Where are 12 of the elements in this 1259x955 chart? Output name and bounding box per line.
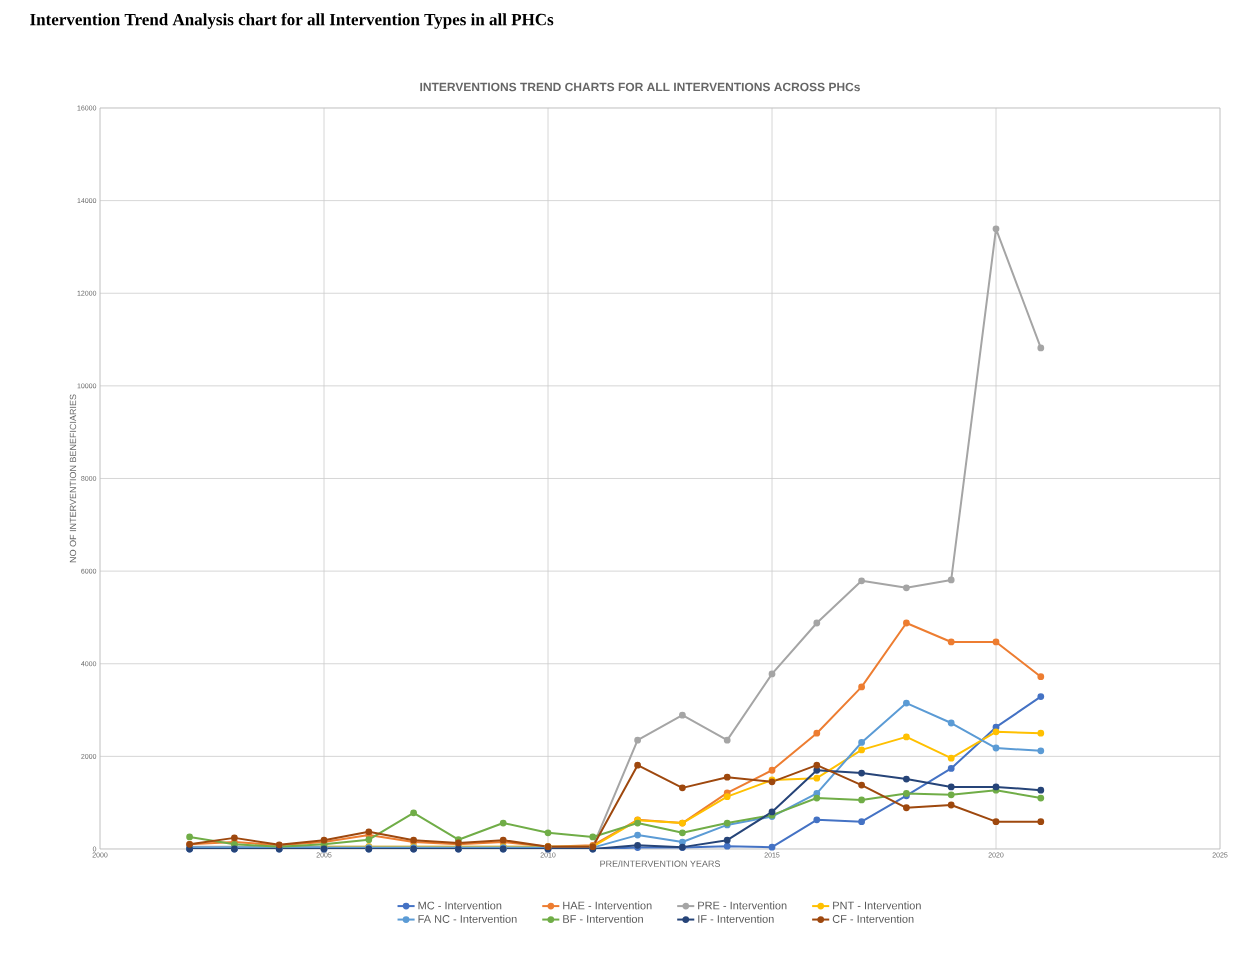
y-axis-title: NO OF INTERVENTION BENEFICIARIES: [69, 394, 77, 563]
legend-label: MC - Intervention: [418, 901, 502, 910]
legend-label: HAE - Intervention: [563, 901, 652, 910]
chart-subtitle: INTERVENTIONS TREND CHARTS FOR ALL INTERVENTIONS ACROSS PHCs: [420, 82, 860, 92]
legend-label: PNT - Intervention: [833, 901, 921, 910]
legend-label: IF - Intervention: [698, 914, 774, 923]
legend-label: FA NC - Intervention: [418, 914, 517, 923]
x-axis-title: PRE/INTERVENTION YEARS: [600, 860, 721, 867]
legend-label: PRE - Intervention: [698, 901, 787, 910]
chart-title: Intervention Trend Analysis chart for all Intervention Types in all PHCs: [30, 13, 554, 29]
legend-label: BF - Intervention: [563, 914, 643, 923]
legend-label: CF - Intervention: [832, 914, 914, 923]
